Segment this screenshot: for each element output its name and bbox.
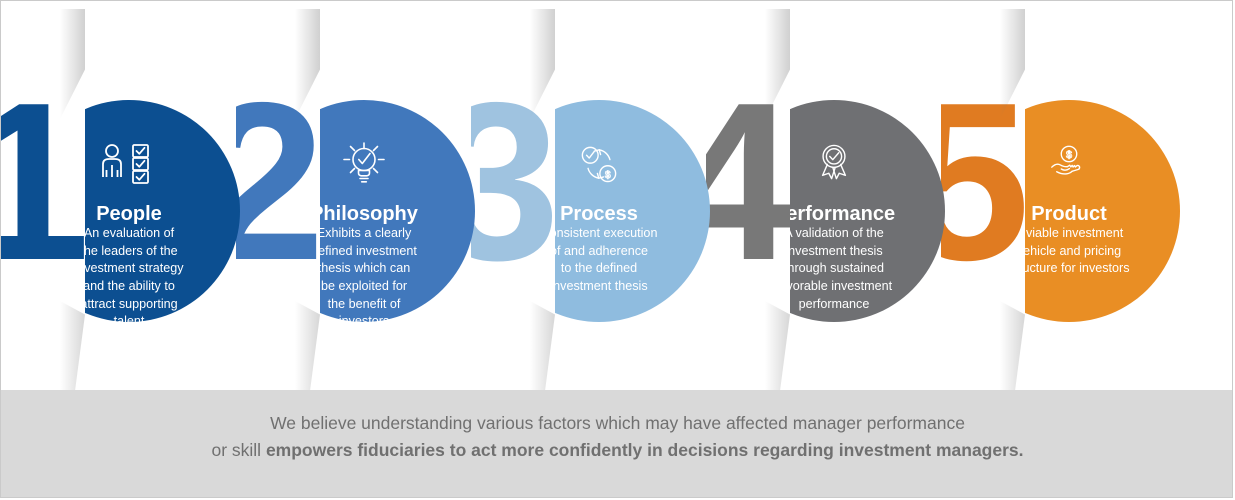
svg-text:$: $ — [1066, 150, 1072, 161]
svg-text:$: $ — [605, 170, 611, 181]
